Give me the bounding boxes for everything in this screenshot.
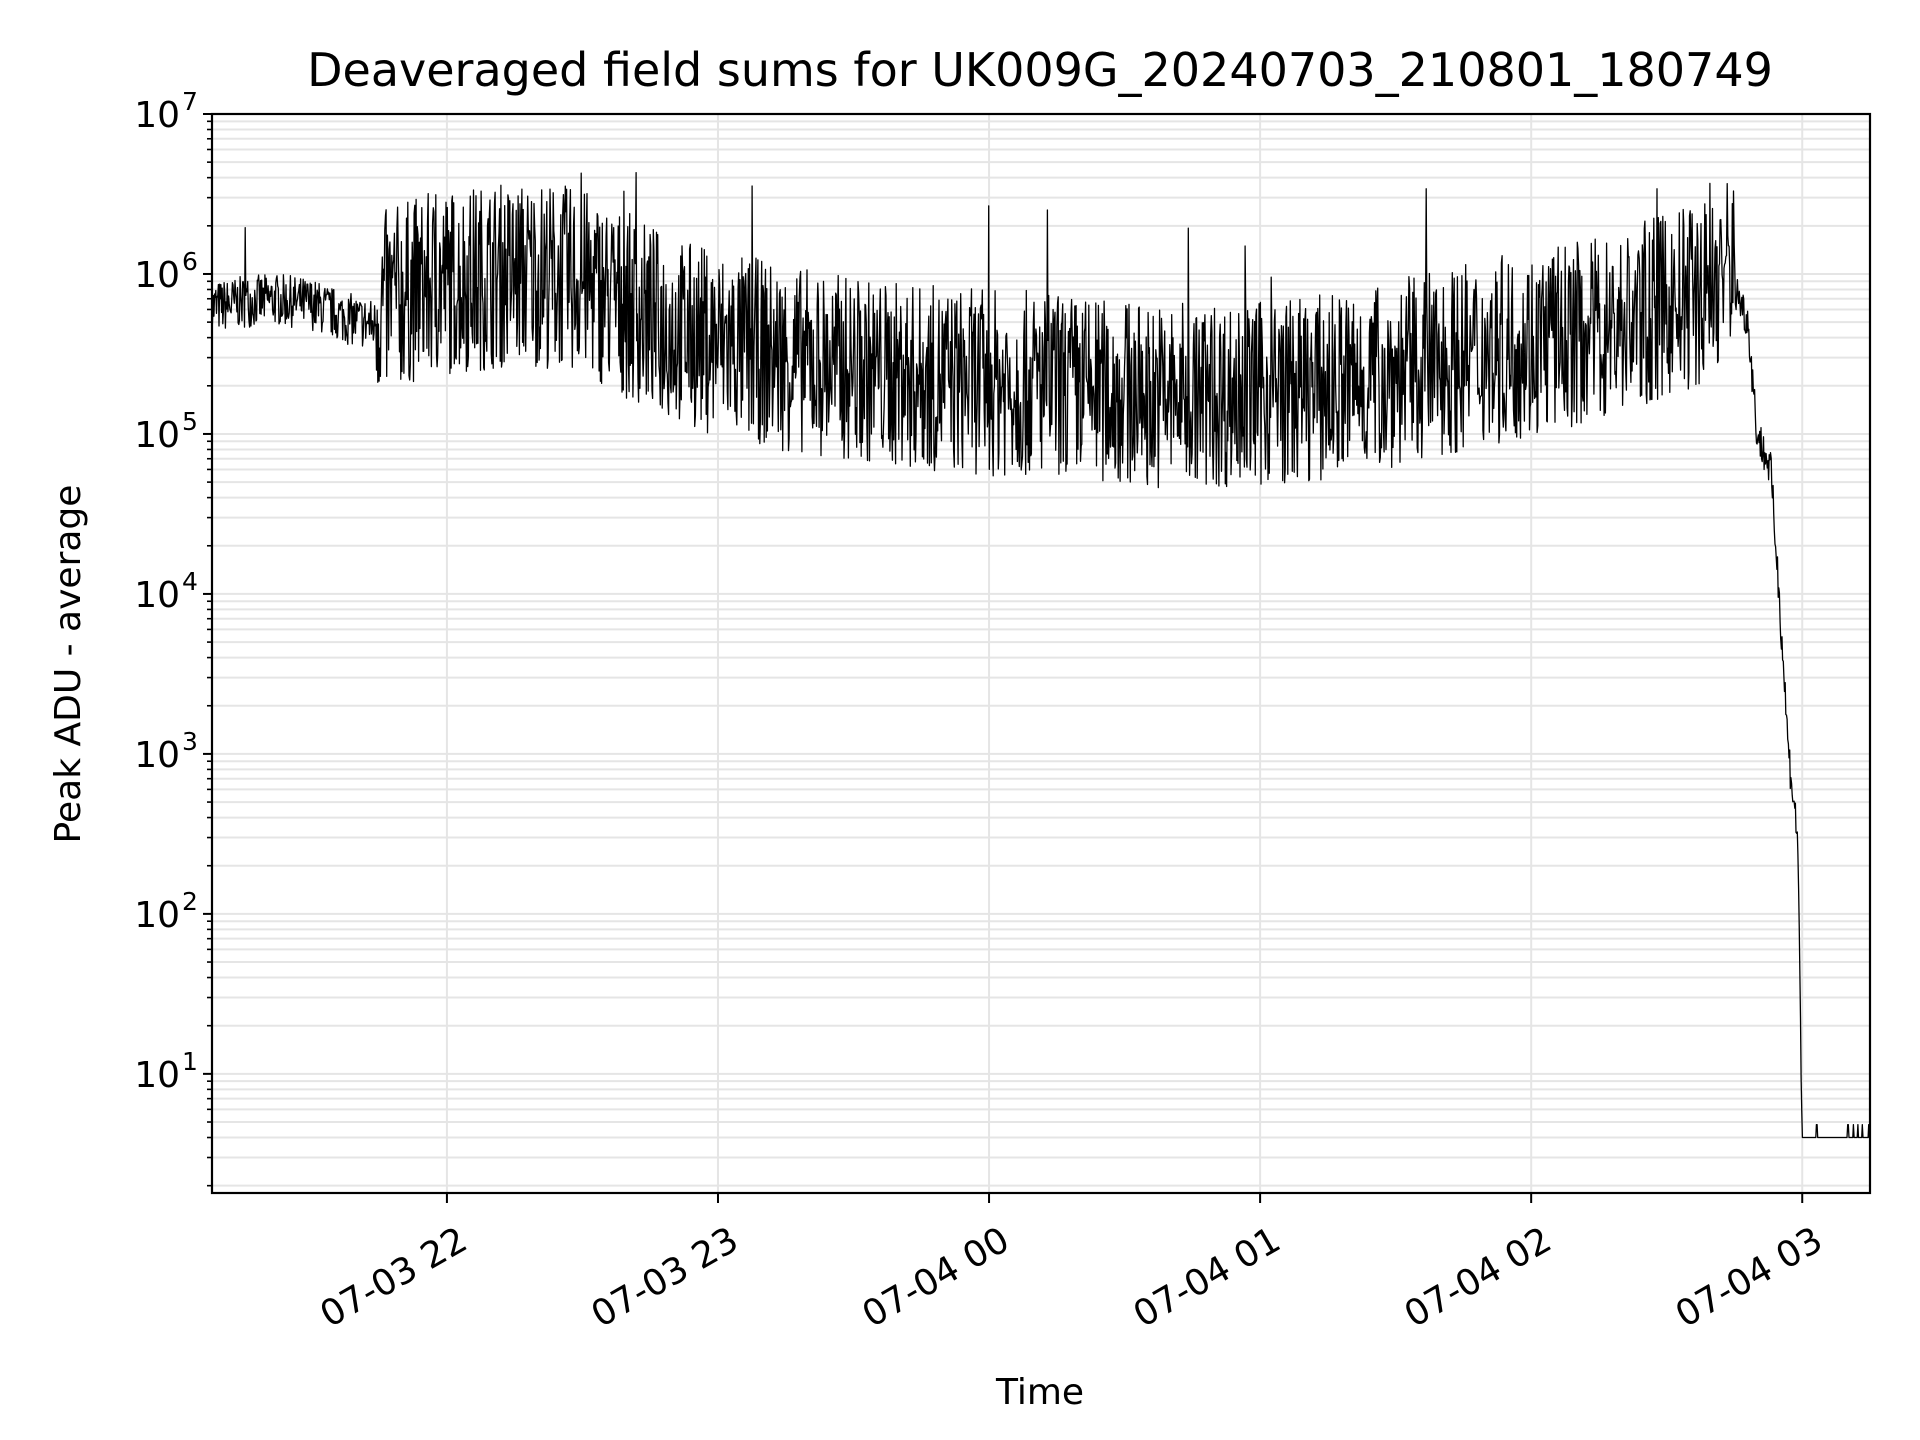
y-tick-exponent: 1: [182, 1047, 198, 1076]
x-axis-label: Time: [995, 1372, 1084, 1413]
series-line: [211, 171, 1871, 1139]
y-tick-exponent: 2: [182, 887, 198, 916]
y-tick-exponent: 7: [182, 87, 198, 116]
y-tick-exponent: 4: [182, 567, 198, 596]
grid: [212, 113, 1870, 1193]
y-tick-label: 10: [134, 255, 180, 296]
y-tick-exponent: 3: [182, 727, 198, 756]
chart-title: Deaveraged field sums for UK009G_2024070…: [307, 43, 1773, 97]
y-tick-label: 10: [134, 735, 180, 776]
y-tick-exponent: 6: [182, 247, 198, 276]
y-tick-label: 10: [134, 895, 180, 936]
y-axis-label: Peak ADU - average: [48, 485, 89, 844]
y-tick-label: 10: [134, 1055, 180, 1096]
y-tick-label: 10: [134, 575, 180, 616]
y-tick-label: 10: [134, 415, 180, 456]
plot-frame: [210, 112, 1872, 1195]
y-tick-label: 10: [134, 95, 180, 136]
y-tick-exponent: 5: [182, 407, 198, 436]
series-layer: [211, 171, 1871, 1139]
